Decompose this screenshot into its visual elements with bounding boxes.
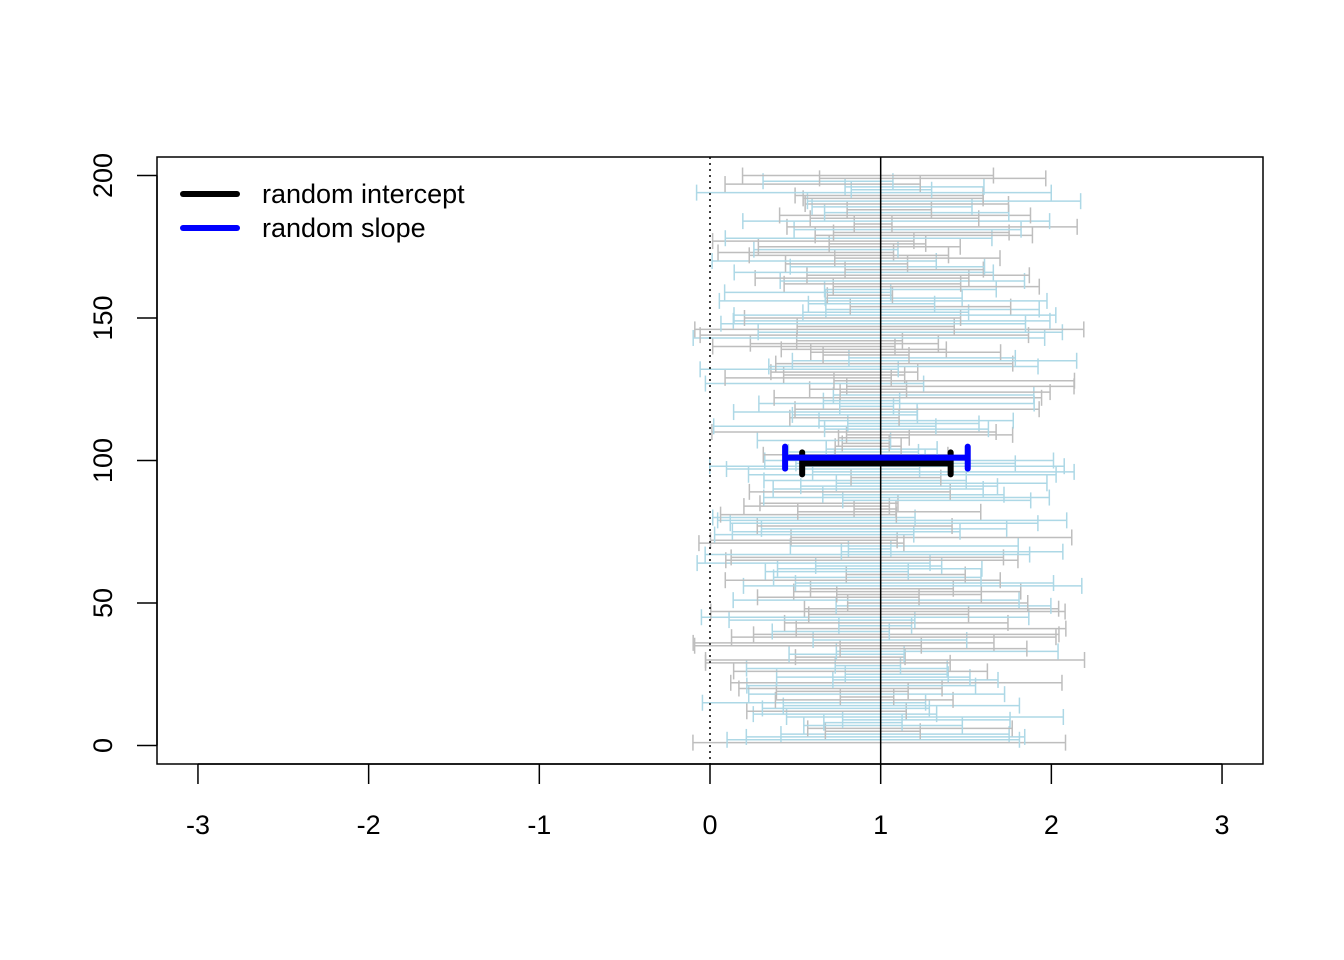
background-interval	[757, 324, 1064, 341]
background-interval	[806, 720, 1013, 737]
legend-entry: random intercept	[180, 179, 465, 209]
legend-entry: random slope	[180, 213, 426, 243]
background-interval	[701, 694, 927, 711]
background-interval	[733, 307, 1057, 324]
background-interval	[742, 213, 1051, 230]
highlighted-intervals	[782, 443, 971, 478]
background-interval	[720, 315, 1027, 332]
background-interval	[791, 352, 1078, 369]
background-interval	[716, 512, 1068, 529]
background-interval	[711, 424, 997, 441]
background-interval	[793, 221, 1022, 238]
y-tick-label: 0	[88, 738, 118, 753]
background-interval	[729, 674, 1063, 691]
background-interval	[704, 375, 925, 392]
legend-label: random slope	[262, 213, 426, 243]
x-tick-label: -3	[186, 810, 210, 840]
background-interval	[794, 187, 984, 204]
y-tick-label: 150	[88, 295, 118, 340]
y-tick-label: 50	[88, 588, 118, 618]
x-tick-label: -1	[527, 810, 551, 840]
background-interval	[745, 728, 1026, 745]
background-interval	[710, 603, 1066, 620]
background-interval	[726, 731, 1021, 748]
background-interval	[825, 441, 938, 458]
background-interval	[718, 292, 1048, 309]
background-interval	[724, 572, 1002, 589]
background-interval	[730, 629, 1057, 646]
background-interval	[694, 321, 1085, 338]
background-interval	[806, 267, 1031, 284]
x-tick-label: 1	[873, 810, 888, 840]
background-interval	[731, 523, 961, 540]
interval-random-slope	[782, 443, 971, 472]
background-interval	[778, 207, 1032, 224]
background-interval	[823, 421, 990, 438]
background-interval	[732, 592, 1020, 609]
background-interval	[803, 600, 1060, 617]
x-tick-label: 0	[702, 810, 717, 840]
legend: random intercept random slope	[180, 179, 465, 243]
background-interval	[835, 475, 1048, 492]
background-interval	[704, 651, 1086, 668]
background-intervals	[692, 167, 1086, 751]
x-tick-label: 2	[1044, 810, 1059, 840]
background-interval	[732, 663, 989, 680]
background-interval	[741, 167, 995, 184]
legend-label: random intercept	[262, 179, 465, 209]
y-tick-label: 100	[88, 438, 118, 483]
background-interval	[695, 184, 1052, 201]
background-interval	[818, 170, 1047, 187]
background-interval	[704, 546, 1031, 563]
y-tick-label: 200	[88, 153, 118, 198]
y-axis: 0 50 100 150 200	[88, 153, 158, 753]
x-tick-label: -2	[357, 810, 381, 840]
background-interval	[748, 247, 950, 264]
x-axis: -3 -2 -1 0 1 2 3	[186, 763, 1230, 840]
background-interval	[692, 734, 1067, 751]
background-interval	[733, 264, 995, 281]
x-tick-label: 3	[1215, 810, 1230, 840]
background-interval	[732, 404, 918, 421]
